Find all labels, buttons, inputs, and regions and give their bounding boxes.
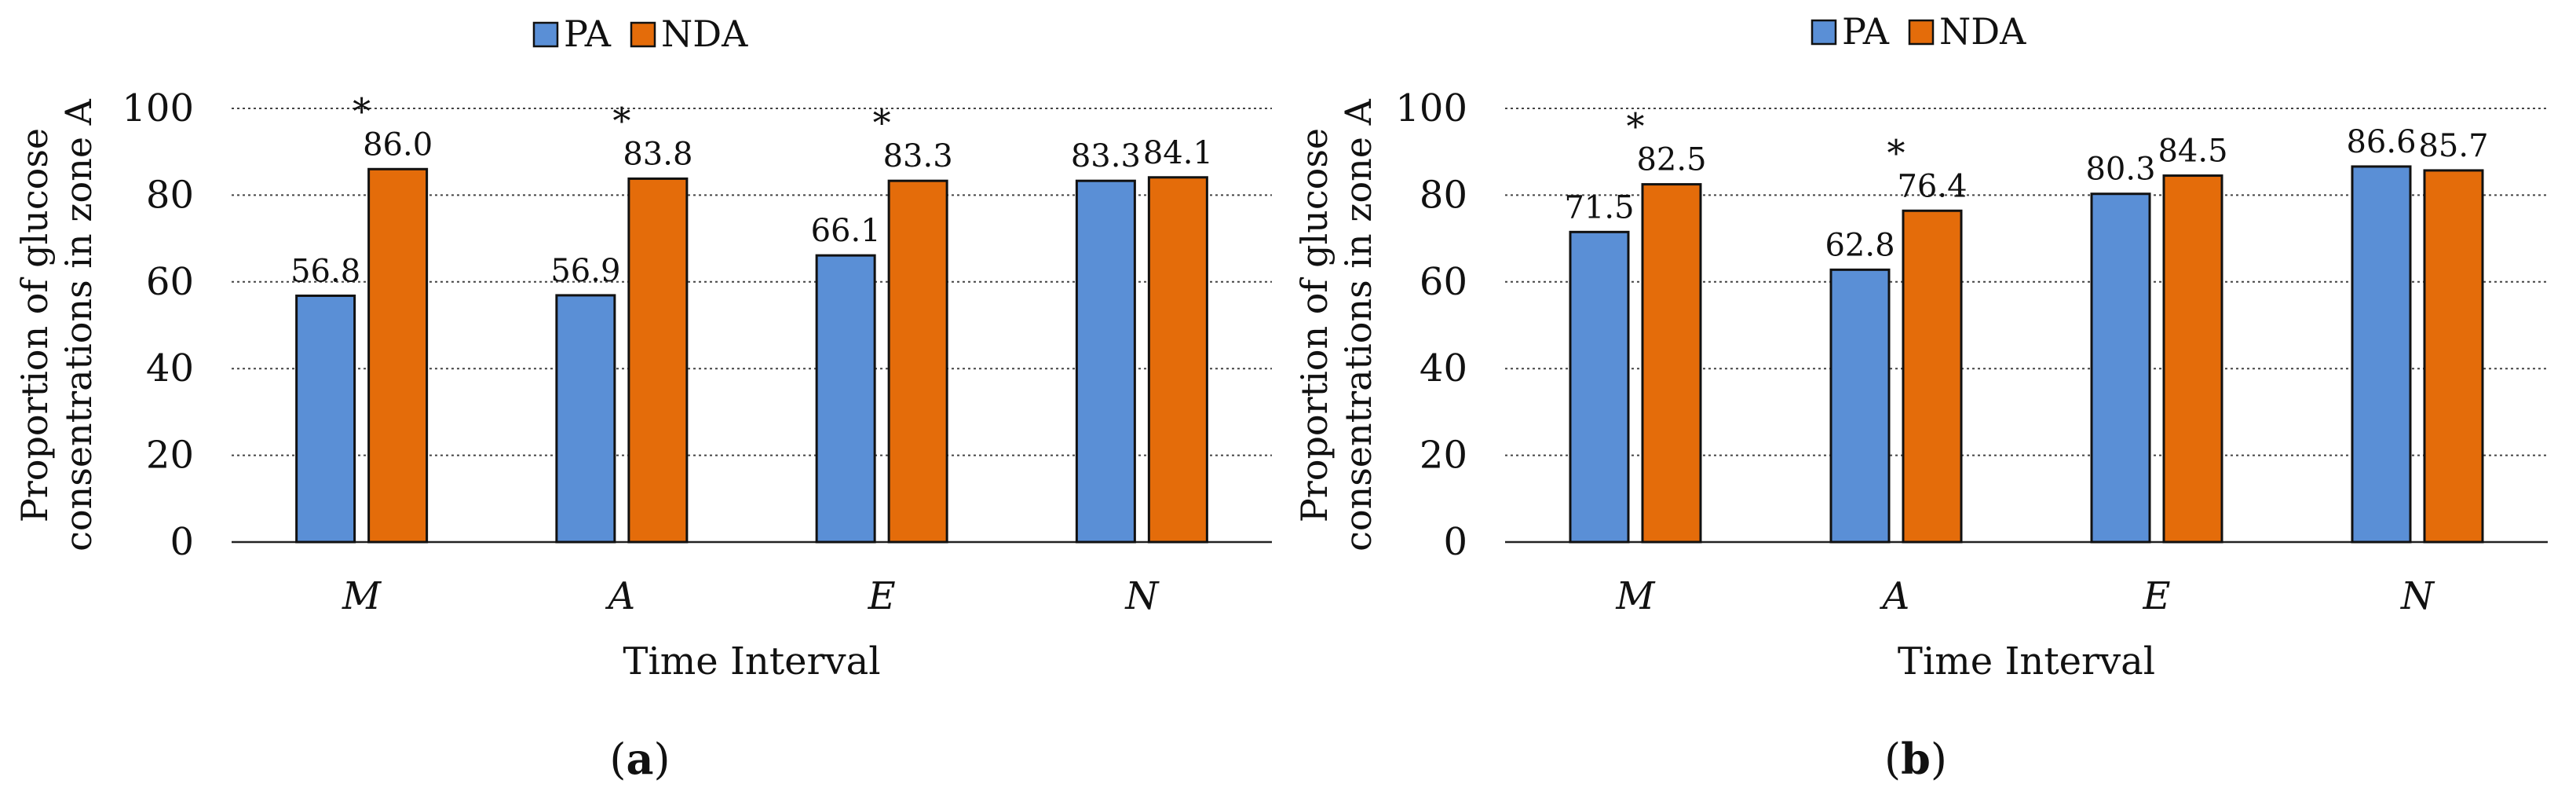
y-tick-label: 40: [1420, 346, 1467, 390]
y-tick-label: 80: [146, 173, 194, 217]
x-category-label: N: [1124, 574, 1160, 618]
significance-marker: *: [873, 101, 891, 144]
y-axis-title: Proportion of glucose: [1293, 128, 1336, 522]
bar-pa-a: [555, 294, 616, 544]
panel-label-close: ): [1931, 735, 1947, 784]
bar-nda-a: [1902, 209, 1963, 544]
x-category-label: E: [2142, 574, 2170, 618]
data-label: 80.3: [2085, 152, 2155, 188]
bar-nda-m: [1641, 183, 1702, 544]
data-label: 56.8: [290, 253, 360, 289]
legend-swatch-pa: [532, 21, 559, 48]
data-label: 62.8: [1825, 227, 1895, 263]
bar-pa-e: [2090, 192, 2151, 544]
bar-pa-n: [2351, 165, 2412, 544]
x-category-label: A: [605, 574, 636, 618]
x-category-label: N: [2400, 574, 2435, 618]
legend-swatch-nda: [630, 21, 656, 48]
data-label: 85.7: [2418, 128, 2488, 164]
y-tick-label: 80: [1420, 173, 1467, 217]
y-axis-title: consentrations in zone A: [1337, 98, 1379, 551]
data-label: 76.4: [1897, 168, 1967, 204]
y-axis-title: Proportion of glucose: [13, 128, 56, 522]
significance-marker: *: [612, 99, 630, 141]
panel-label: (b): [1884, 734, 1947, 784]
data-label: 66.1: [811, 213, 881, 249]
x-axis-title: Time Interval: [1898, 639, 2155, 683]
x-category-label: A: [1880, 574, 1910, 618]
data-label: 71.5: [1564, 189, 1634, 225]
bar-nda-n: [1147, 176, 1208, 544]
legend-label-pa: PA: [1842, 10, 1890, 53]
legend-label-nda: NDA: [1939, 10, 2026, 53]
y-tick-label: 20: [1420, 434, 1467, 478]
panel-label-close: ): [654, 735, 670, 784]
panel-label: (a): [609, 734, 670, 784]
panel-label-letter: a: [627, 734, 654, 784]
x-category-label: M: [342, 574, 382, 618]
data-label: 84.5: [2158, 134, 2227, 170]
bar-pa-a: [1829, 268, 1891, 544]
data-label: 84.1: [1143, 135, 1213, 171]
data-label: 82.5: [1636, 142, 1706, 178]
data-label: 83.3: [1071, 138, 1141, 174]
bar-pa-m: [295, 294, 356, 544]
y-tick-label: 40: [146, 346, 194, 390]
chart-panel-a: 02040608010056.886.0*M56.983.8*A66.183.3…: [13, 13, 1272, 784]
y-tick-label: 0: [170, 520, 194, 564]
bar-nda-e: [2162, 174, 2223, 544]
legend-label-pa: PA: [564, 13, 612, 55]
y-tick-label: 100: [122, 86, 194, 130]
bar-nda-e: [887, 179, 948, 544]
data-label: 86.6: [2346, 124, 2416, 160]
bar-pa-e: [815, 254, 876, 544]
bar-pa-n: [1075, 179, 1136, 544]
y-tick-label: 60: [1420, 260, 1467, 304]
y-tick-label: 20: [146, 434, 194, 478]
x-axis-title: Time Interval: [623, 639, 880, 683]
bar-pa-m: [1569, 230, 1630, 544]
data-label: 83.3: [883, 138, 953, 174]
chart-panel-b: 02040608010071.582.5*M62.876.4*A80.384.5…: [1293, 10, 2548, 784]
y-tick-label: 100: [1395, 86, 1467, 130]
y-tick-label: 0: [1443, 520, 1467, 564]
y-axis-title: consentrations in zone A: [57, 98, 100, 551]
bar-nda-a: [627, 177, 689, 544]
significance-marker: *: [1627, 105, 1645, 148]
panel-label-open: (: [1884, 735, 1901, 784]
x-category-label: M: [1615, 574, 1656, 618]
legend-swatch-pa: [1811, 19, 1837, 46]
panel-label-open: (: [609, 735, 626, 784]
panel-label-letter: b: [1901, 734, 1931, 784]
data-label: 86.0: [363, 126, 433, 163]
x-category-label: E: [868, 574, 896, 618]
data-label: 56.9: [550, 253, 620, 289]
legend-swatch-nda: [1908, 19, 1935, 46]
significance-marker: *: [1887, 131, 1906, 174]
bar-nda-m: [367, 167, 429, 544]
y-tick-label: 60: [146, 260, 194, 304]
data-label: 83.8: [623, 136, 692, 172]
legend-label-nda: NDA: [661, 13, 748, 55]
significance-marker: *: [353, 90, 371, 132]
bar-nda-n: [2423, 169, 2484, 544]
